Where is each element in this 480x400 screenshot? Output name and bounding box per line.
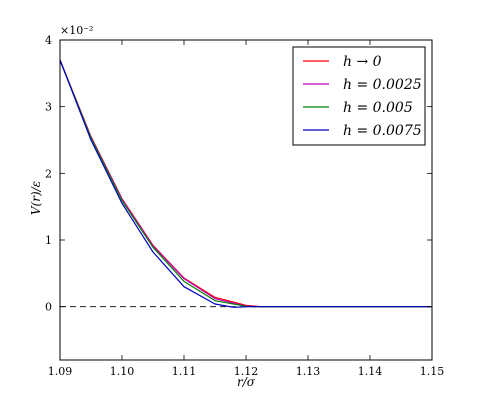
legend-label-3: h = 0.0075: [343, 123, 422, 139]
series-line-3: [60, 59, 432, 308]
y-axis-scale-factor: ×10⁻²: [60, 24, 93, 37]
x-tick-label: 1.13: [296, 365, 321, 378]
y-tick-label: 3: [45, 101, 52, 114]
legend-label-2: h = 0.005: [343, 100, 413, 116]
x-tick-label: 1.14: [358, 365, 383, 378]
ticks: 1.09 1.10 1.11 1.12 1.13 1.14 1.15 0 1 2 3 4: [45, 34, 444, 378]
x-tick-label: 1.10: [110, 365, 135, 378]
x-axis-label: r/σ: [237, 375, 256, 389]
x-tick-label: 1.15: [420, 365, 445, 378]
x-tick-label: 1.09: [48, 365, 73, 378]
x-tick-label: 1.11: [172, 365, 197, 378]
legend-label-1: h = 0.0025: [343, 77, 422, 93]
legend: h → 0 h = 0.0025 h = 0.005 h = 0.0075: [292, 46, 426, 146]
x-tick-label: 1.12: [234, 365, 259, 378]
y-tick-label: 1: [45, 234, 52, 247]
legend-box: [292, 46, 426, 146]
y-tick-label: 4: [45, 34, 52, 47]
y-tick-label: 0: [45, 301, 52, 314]
legend-label-0: h → 0: [343, 54, 382, 70]
y-axis-label: V(r)/ε: [29, 181, 43, 215]
y-tick-label: 2: [45, 167, 52, 180]
